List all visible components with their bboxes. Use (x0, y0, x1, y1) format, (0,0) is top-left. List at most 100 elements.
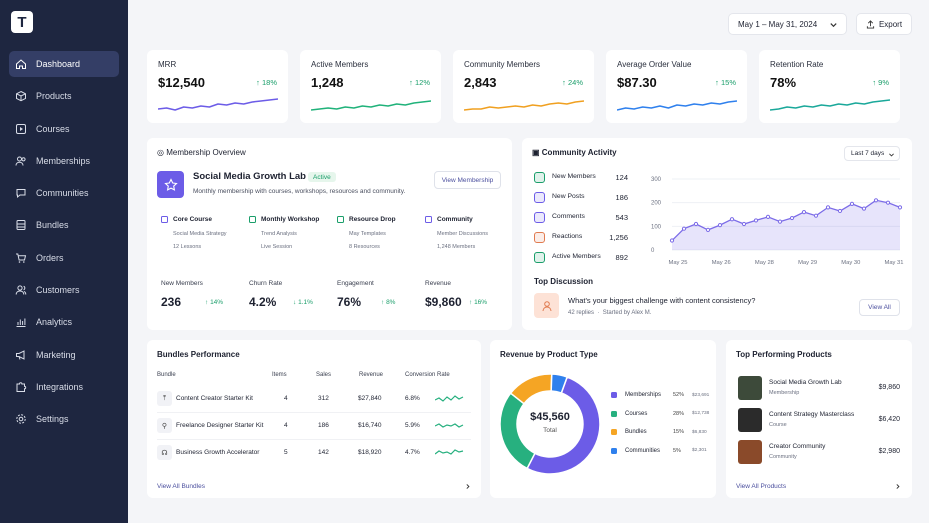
arrow-up-icon: ↑ (562, 78, 568, 87)
data-point[interactable] (825, 205, 831, 210)
y-tick-label: 300 (651, 177, 662, 183)
list-item[interactable]: Creator Community Community $2,980 (726, 440, 912, 466)
data-point[interactable] (765, 214, 771, 219)
community-activity-title: ▣ Community Activity (532, 148, 617, 157)
data-point[interactable] (705, 227, 711, 232)
discussion-question[interactable]: What's your biggest challenge with conte… (568, 296, 756, 305)
list-item[interactable]: Content Strategy Masterclass Course $6,420 (726, 408, 912, 434)
bundle-name: Business Growth Accelerator (176, 449, 260, 456)
sidebar-item-communities[interactable]: Communities (9, 180, 119, 206)
data-point[interactable] (861, 206, 867, 211)
feature-line2: 1,248 Members (437, 244, 476, 250)
data-point[interactable] (681, 226, 687, 231)
app-logo[interactable]: T (11, 11, 33, 33)
home-icon (16, 59, 26, 69)
list-item[interactable]: Social Media Growth Lab Membership $9,860 (726, 376, 912, 402)
kpi-value: $12,540 (158, 75, 205, 90)
data-point[interactable] (741, 221, 747, 227)
sidebar-item-dashboard[interactable]: Dashboard (9, 51, 119, 77)
community-icon (425, 216, 432, 223)
kpi-value: $87.30 (617, 75, 657, 90)
chevron-right-icon[interactable] (464, 483, 471, 490)
sidebar-item-products[interactable]: Products (9, 83, 119, 109)
data-point[interactable] (873, 198, 879, 203)
kpi-change: ↑ 12% (409, 78, 430, 87)
donut-slice-communities[interactable] (550, 373, 569, 394)
bundle-items: 4 (284, 395, 288, 402)
kpi-change: ↑ 18% (256, 78, 277, 87)
legend-name: Communities (625, 447, 661, 454)
y-tick-label: 200 (651, 201, 662, 207)
sidebar-item-courses[interactable]: Courses (9, 116, 119, 142)
sidebar-item-label: Settings (36, 414, 69, 425)
legend-name: Bundles (625, 429, 647, 435)
sidebar-item-integrations[interactable]: Integrations (9, 374, 119, 400)
table-row[interactable]: ☊ Business Growth Accelerator 5 142 $18,920 4… (147, 443, 481, 465)
kpi-value: 78% (770, 75, 797, 90)
data-point[interactable] (801, 210, 807, 215)
range-select[interactable]: Last 7 days (844, 146, 900, 161)
stat-label: Engagement (337, 280, 374, 287)
sidebar-item-analytics[interactable]: Analytics (9, 309, 119, 335)
column-header: Sales (316, 372, 332, 378)
sidebar-item-label: Customers (36, 285, 80, 296)
user-plus-icon (534, 172, 545, 183)
data-point[interactable] (837, 208, 843, 214)
sidebar-item-bundles[interactable]: Bundles (9, 212, 119, 238)
arrow-up-icon: ↑ (205, 299, 211, 306)
stat-label: New Members (161, 280, 203, 287)
row-divider (157, 439, 471, 440)
sidebar-item-marketing[interactable]: Marketing (9, 342, 119, 368)
data-point[interactable] (753, 218, 759, 223)
product-name: Social Media Growth Lab (769, 379, 842, 386)
sidebar-item-customers[interactable]: Customers (9, 277, 119, 303)
legend-name: Courses (625, 410, 648, 417)
product-type: Community (769, 454, 797, 460)
data-point[interactable] (813, 213, 819, 218)
view-all-bundles-link[interactable]: View All Bundles (157, 483, 205, 490)
growth-icon: ☊ (157, 445, 172, 460)
data-point[interactable] (777, 219, 783, 224)
stat-change-value: 14% (210, 299, 224, 306)
kpi-sparkline (464, 100, 584, 111)
data-point[interactable] (669, 238, 675, 243)
arrow-up-icon: ↑ (872, 78, 879, 87)
feature-title: Monthly Workshop (261, 216, 320, 223)
data-point[interactable] (789, 215, 795, 221)
export-icon (866, 19, 875, 29)
sidebar-item-memberships[interactable]: Memberships (9, 148, 119, 174)
view-all-products-link[interactable]: View All Products (736, 483, 787, 490)
data-point[interactable] (717, 223, 723, 228)
table-row[interactable]: ⚲ Freelance Designer Starter Kit 4 186 $16,7… (147, 416, 481, 440)
stat-change: ↑ 8% (381, 299, 395, 306)
activity-label: Active Members (552, 253, 601, 260)
view-all-discussions-button[interactable]: View All (859, 299, 900, 316)
stat-change-value: 8% (386, 299, 396, 306)
x-tick-label: May 25 (668, 260, 687, 266)
view-membership-button[interactable]: View Membership (434, 171, 501, 189)
sidebar-item-orders[interactable]: Orders (9, 245, 119, 271)
table-row[interactable]: ⤒ Content Creator Starter Kit 4 312 $27,840 6… (147, 389, 481, 413)
export-button[interactable]: Export (856, 13, 912, 35)
product-revenue: $2,980 (878, 448, 900, 455)
data-point[interactable] (885, 200, 891, 205)
activity-label: New Posts (552, 193, 585, 200)
donut-slice-memberships[interactable] (526, 376, 601, 475)
date-range-select[interactable]: May 1 – May 31, 2024 (728, 13, 847, 35)
sidebar-item-settings[interactable]: Settings (9, 406, 119, 432)
product-revenue: $9,860 (878, 384, 900, 391)
kpi-change-value: 12% (414, 78, 430, 87)
product-name: Creator Community (769, 443, 826, 450)
data-point[interactable] (729, 217, 735, 222)
status-badge: Active (308, 172, 336, 182)
stat-change-value: 1.1% (298, 299, 313, 306)
data-point[interactable] (897, 205, 903, 210)
legend-value: $23,691 (692, 392, 710, 398)
chevron-right-icon[interactable] (894, 483, 901, 490)
reaction-icon (534, 232, 545, 243)
gear-icon (16, 414, 26, 424)
data-point[interactable] (849, 201, 855, 206)
bundle-revenue: $27,840 (358, 395, 382, 402)
data-point[interactable] (693, 221, 699, 227)
legend-value: $2,301 (692, 448, 707, 453)
